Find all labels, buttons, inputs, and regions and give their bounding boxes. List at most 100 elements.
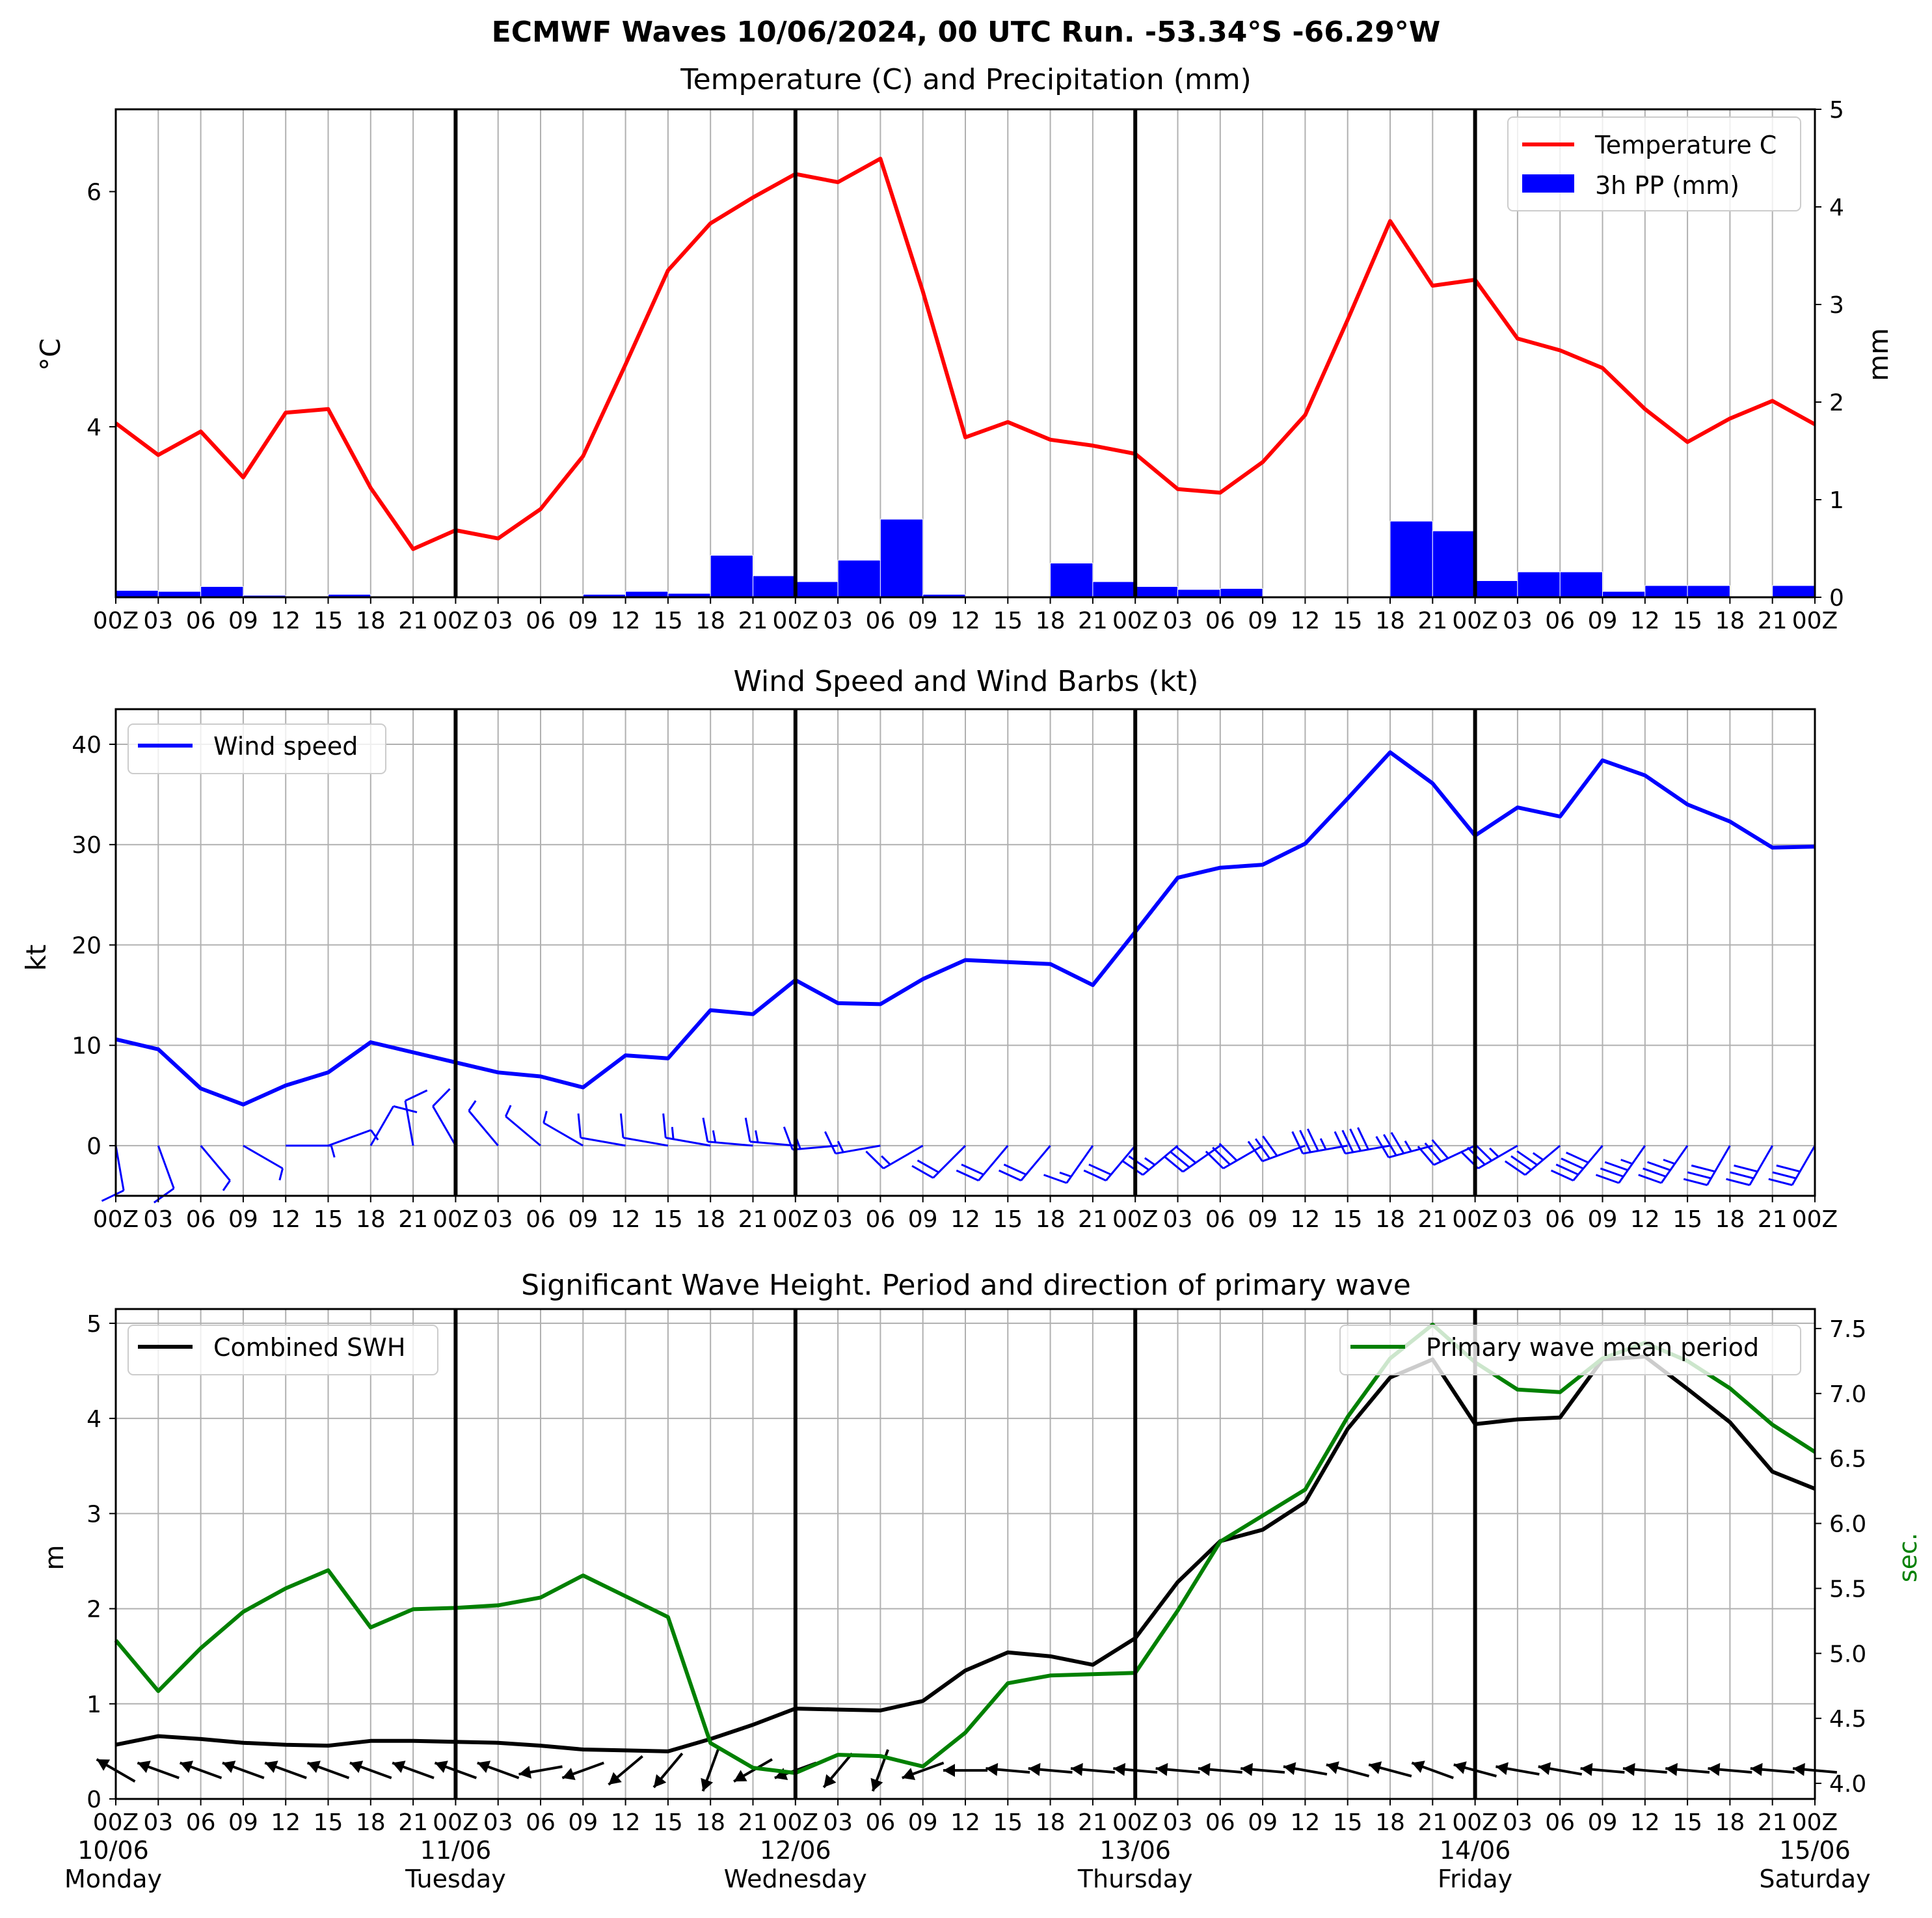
wave-arrow-head	[1453, 1761, 1467, 1774]
wind-barb-half-feather	[505, 1105, 512, 1117]
swh-line	[115, 1355, 1816, 1753]
swh-yticks: 0 1 2 3 4 5	[87, 1311, 116, 1813]
wind-barb-feather	[1003, 1163, 1026, 1176]
y-tick-label-right: 5	[1829, 97, 1844, 124]
x-tick-label: 06	[1545, 1206, 1575, 1233]
x-tick-label: 21	[1078, 608, 1108, 634]
precip-bar	[795, 581, 839, 598]
x-tick-label: 18	[1375, 608, 1405, 634]
wave-arrow-head	[943, 1764, 955, 1777]
wind-barb-feather	[1247, 1141, 1263, 1162]
y-tick-label: 4	[87, 414, 101, 441]
panel-title-waves: Significant Wave Height. Period and dire…	[521, 1269, 1411, 1302]
wave-arrow-head	[1412, 1761, 1425, 1774]
x-tick-label: 12	[1290, 608, 1320, 634]
wind-barb-feather	[1638, 1174, 1662, 1184]
wind-barb-feather	[956, 1169, 979, 1182]
y-tick-label: 5	[87, 1311, 101, 1338]
y-tick-label-right: 1	[1829, 487, 1844, 514]
x-tick-label: 00Z	[93, 1206, 139, 1233]
x-tick-label: 15	[653, 1809, 683, 1836]
y-tick-label: 0	[87, 1133, 101, 1160]
y-tick-label-right: 4.0	[1829, 1771, 1866, 1798]
wind-barb-feather	[1128, 1155, 1149, 1171]
day-name-label: Thursday	[1077, 1865, 1193, 1893]
wind-barb-feather	[1683, 1178, 1708, 1186]
x-tick-label: 12	[271, 608, 301, 634]
y-tick-label: 0	[87, 1787, 101, 1813]
x-tick-label: 15	[314, 1206, 343, 1233]
x-tick-label: 00Z	[93, 608, 139, 634]
x-tick-label: 00Z	[773, 1206, 818, 1233]
wind-ylabel: kt	[20, 945, 52, 971]
wind-barb-feather	[1566, 1152, 1589, 1164]
day-name-label: Tuesday	[405, 1865, 506, 1893]
precip-bar	[1644, 585, 1688, 598]
wind-barb-feather	[1205, 1150, 1224, 1169]
x-tick-label: 09	[1588, 1206, 1618, 1233]
x-tick-label: 06	[1205, 608, 1235, 634]
legend-temperature-label: Temperature C	[1594, 131, 1777, 159]
wind-barb-feather	[1170, 1151, 1190, 1168]
wind-barb-staff	[114, 1145, 125, 1191]
wind-barb-feather	[865, 1150, 885, 1169]
wave-arrow-head	[1283, 1762, 1296, 1776]
x-tick-label: 09	[1588, 608, 1618, 634]
x-tick-label: 06	[865, 608, 895, 634]
x-tick-label: 09	[1248, 1809, 1278, 1836]
x-tick-label: 09	[1248, 1206, 1278, 1233]
wave-arrow-head	[1071, 1763, 1083, 1776]
wind-barb-feather	[1262, 1135, 1278, 1157]
wind-barb-feather	[1088, 1163, 1112, 1176]
day-name-label: Wednesday	[724, 1865, 867, 1893]
x-tick-label: 00Z	[1452, 608, 1497, 634]
x-tick-label: 00Z	[433, 1809, 478, 1836]
day-date-label: 10/06	[77, 1836, 149, 1865]
wind-barb-feather	[1306, 1128, 1319, 1152]
wind-barb-feather	[1646, 1161, 1671, 1171]
day-name-label: Friday	[1438, 1865, 1512, 1893]
wind-barb-feather	[1254, 1138, 1271, 1159]
x-tick-label: 03	[823, 608, 853, 634]
x-tick-label: 15	[1333, 1206, 1363, 1233]
wind-barb-feather	[1291, 1131, 1304, 1154]
day-date-label: 13/06	[1099, 1836, 1171, 1865]
day-date-label: 15/06	[1779, 1836, 1851, 1865]
wind-barb-feather	[824, 1131, 837, 1154]
wind-barb-feather	[911, 1165, 934, 1179]
wind-barb-half-feather	[330, 1145, 336, 1158]
panel1-xticks: 00Z 03 06 09 12 15 18 21 00Z 03 06 09 12 15 18 21 00Z 03 0…	[93, 597, 1838, 634]
wind-barb-feather	[1357, 1127, 1369, 1150]
x-tick-label: 15	[1333, 608, 1363, 634]
y-tick-label-right: 7.5	[1829, 1316, 1866, 1343]
x-tick-label: 15	[314, 1809, 343, 1836]
x-tick-label: 15	[1333, 1809, 1363, 1836]
x-tick-label: 21	[1758, 608, 1788, 634]
wave-arrow-head	[734, 1770, 747, 1782]
wave-arrow-head	[392, 1761, 406, 1774]
wave-arrow-head	[1241, 1763, 1253, 1776]
precip-yticks: 0 1 2 3 4 5	[1815, 97, 1844, 612]
x-tick-label: 06	[526, 608, 556, 634]
wind-barb-staff	[505, 1115, 541, 1147]
x-tick-label: 12	[950, 1809, 980, 1836]
wind-barb-feather	[1390, 1131, 1405, 1154]
y-tick-label: 10	[72, 1033, 101, 1060]
wind-barb-feather	[1604, 1161, 1628, 1171]
wind-barb-feather	[783, 1126, 794, 1150]
x-tick-label: 21	[1078, 1809, 1108, 1836]
wind-barb-staff	[623, 1137, 669, 1147]
wind-barbs	[101, 1088, 1816, 1204]
wind-barb-feather	[1687, 1171, 1711, 1180]
wind-barb-feather	[744, 1117, 751, 1142]
x-tick-label: 00Z	[1792, 608, 1838, 634]
x-tick-label: 18	[695, 1809, 725, 1836]
wave-arrow-head	[562, 1768, 576, 1780]
wind-barb-feather	[1734, 1164, 1758, 1173]
wind-barb-feather	[1772, 1171, 1797, 1180]
period-yticks: 4.0 4.5 5.0 5.5 6.0 6.5 7.0 7.5	[1815, 1316, 1866, 1798]
wave-panel: Significant Wave Height. Period and dire…	[40, 1269, 1922, 1893]
x-tick-label: 15	[993, 1206, 1023, 1233]
x-tick-label: 06	[1205, 1206, 1235, 1233]
